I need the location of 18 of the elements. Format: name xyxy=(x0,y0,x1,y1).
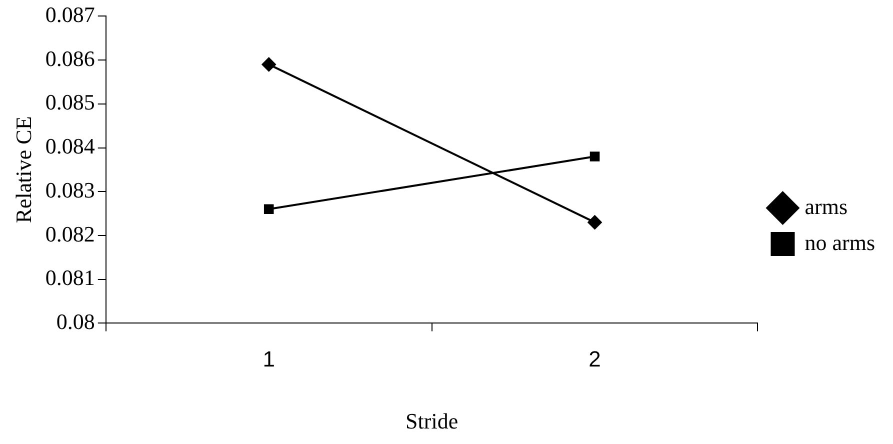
y-tick-label: 0.084 xyxy=(45,134,95,159)
legend-label: no arms xyxy=(804,230,875,255)
x-axis-title: Stride xyxy=(406,408,458,434)
y-axis-title: Relative CE xyxy=(10,116,36,224)
x-tick-label: 2 xyxy=(588,346,601,372)
point xyxy=(590,152,600,162)
legend-label: arms xyxy=(804,194,848,219)
point xyxy=(262,57,276,72)
y-tick-label: 0.085 xyxy=(45,90,95,115)
y-tick-label: 0.086 xyxy=(45,46,95,71)
y-tick-label: 0.081 xyxy=(45,265,95,290)
y-tick-label: 0.08 xyxy=(56,308,95,334)
x-tick-label: 1 xyxy=(262,346,275,372)
y-tick-label: 0.083 xyxy=(45,177,95,202)
y-tick-label: 0.087 xyxy=(45,2,95,27)
point xyxy=(588,215,602,230)
point xyxy=(264,204,274,214)
y-tick-label: 0.082 xyxy=(45,221,95,246)
